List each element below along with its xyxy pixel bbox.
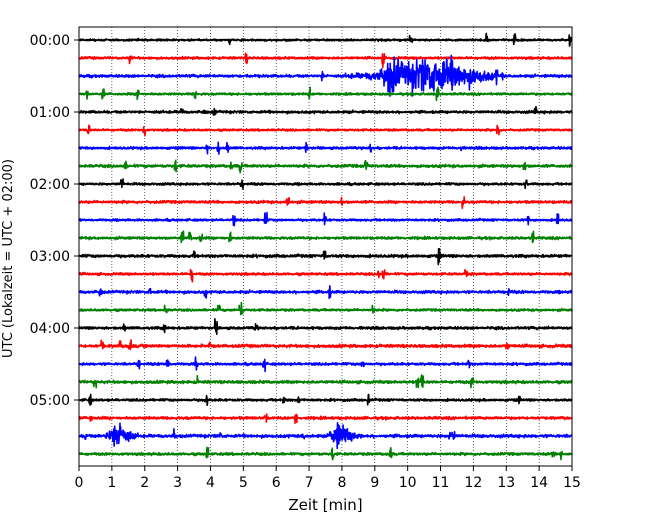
trace-row-0 bbox=[78, 32, 573, 47]
y-tick-label: 04:00 bbox=[30, 321, 70, 337]
trace-row-7 bbox=[78, 159, 573, 174]
x-axis-ticks: 0 1 2 3 4 5 6 7 8 9 10 11 12 13 14 15 bbox=[75, 466, 581, 491]
x-tick-label: 11 bbox=[432, 475, 450, 491]
x-tick-label: 9 bbox=[370, 475, 379, 491]
trace-row-20 bbox=[78, 393, 573, 406]
trace-row-2 bbox=[78, 54, 573, 97]
y-tick-label: 05:00 bbox=[30, 393, 70, 409]
trace-row-6 bbox=[78, 141, 573, 155]
y-tick-label: 03:00 bbox=[30, 249, 70, 265]
y-tick-label: 01:00 bbox=[30, 105, 70, 121]
y-axis-ticks: 00:00 01:00 02:00 03:00 04:00 05:00 bbox=[30, 33, 79, 409]
trace-row-8 bbox=[78, 178, 573, 190]
x-tick-label: 3 bbox=[173, 475, 182, 491]
x-tick-label: 13 bbox=[497, 475, 515, 491]
trace-row-16 bbox=[78, 318, 573, 336]
trace-row-15 bbox=[78, 301, 573, 316]
y-tick-label: 00:00 bbox=[30, 33, 70, 49]
x-tick-label: 10 bbox=[399, 475, 417, 491]
x-tick-label: 6 bbox=[272, 475, 281, 491]
trace-row-14 bbox=[78, 284, 573, 300]
trace-row-19 bbox=[78, 374, 573, 389]
x-tick-label: 7 bbox=[305, 475, 314, 491]
seismic-traces bbox=[78, 32, 573, 461]
trace-row-1 bbox=[78, 52, 573, 69]
trace-row-18 bbox=[78, 356, 573, 373]
trace-row-10 bbox=[78, 211, 573, 227]
y-axis-label: UTC (Lokalzeit = UTC + 02:00) bbox=[1, 159, 16, 358]
trace-row-11 bbox=[78, 230, 573, 244]
x-tick-label: 0 bbox=[75, 475, 84, 491]
trace-row-21 bbox=[78, 413, 573, 424]
x-tick-label: 1 bbox=[107, 475, 116, 491]
trace-row-12 bbox=[78, 248, 573, 266]
trace-row-13 bbox=[78, 268, 573, 283]
x-tick-label: 5 bbox=[239, 475, 248, 491]
x-tick-label: 2 bbox=[140, 475, 149, 491]
trace-row-23 bbox=[78, 446, 573, 461]
trace-row-3 bbox=[78, 86, 573, 102]
trace-row-5 bbox=[78, 124, 573, 137]
plot-frame bbox=[78, 26, 573, 467]
x-tick-label: 14 bbox=[530, 475, 548, 491]
grid-lines bbox=[111, 27, 540, 466]
x-tick-label: 15 bbox=[563, 475, 581, 491]
trace-row-4 bbox=[78, 105, 573, 116]
x-tick-label: 8 bbox=[337, 475, 346, 491]
x-tick-label: 4 bbox=[206, 475, 215, 491]
y-tick-label: 02:00 bbox=[30, 177, 70, 193]
trace-row-17 bbox=[78, 339, 573, 351]
x-axis-label: Zeit [min] bbox=[288, 496, 362, 514]
x-tick-label: 12 bbox=[464, 475, 482, 491]
trace-row-22 bbox=[78, 421, 573, 450]
trace-row-9 bbox=[78, 196, 573, 210]
